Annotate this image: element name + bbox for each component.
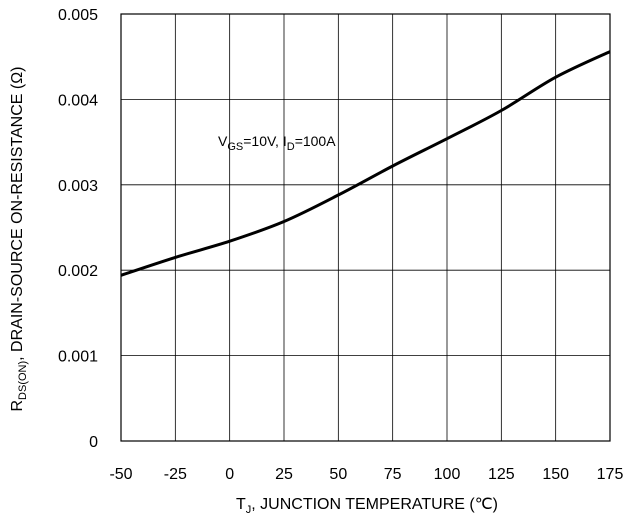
- x-tick-label: 150: [542, 466, 569, 483]
- y-tick-label: 0: [89, 434, 98, 451]
- y-tick-labels: 0 0.001 0.002 0.003 0.004 0.005: [58, 7, 98, 451]
- x-tick-label: 25: [275, 466, 293, 483]
- y-tick-label: 0.005: [58, 7, 98, 24]
- y-tick-label: 0.002: [58, 263, 98, 280]
- y-tick-label: 0.001: [58, 349, 98, 366]
- series-line: [120, 50, 611, 277]
- x-tick-label: 125: [488, 466, 515, 483]
- grid: [120, 13, 611, 442]
- x-tick-label: 100: [434, 466, 461, 483]
- x-tick-labels: -50 -25 0 25 50 75 100 125 150 175: [109, 466, 623, 483]
- y-tick-label: 0.003: [58, 178, 98, 195]
- plot-frame: [120, 13, 611, 442]
- x-tick-label: 75: [384, 466, 402, 483]
- x-tick-label: -50: [109, 466, 132, 483]
- x-tick-label: -25: [164, 466, 187, 483]
- x-tick-label: 0: [225, 466, 234, 483]
- x-tick-label: 175: [597, 466, 624, 483]
- x-axis-label: TJ, JUNCTION TEMPERATURE (℃): [236, 496, 498, 516]
- x-tick-label: 50: [329, 466, 347, 483]
- y-tick-label: 0.004: [58, 92, 98, 109]
- annotation: VGS=10V, ID=100A: [218, 133, 336, 153]
- y-axis-label: RDS(ON), DRAIN-SOURCE ON-RESISTANCE (Ω): [9, 66, 29, 411]
